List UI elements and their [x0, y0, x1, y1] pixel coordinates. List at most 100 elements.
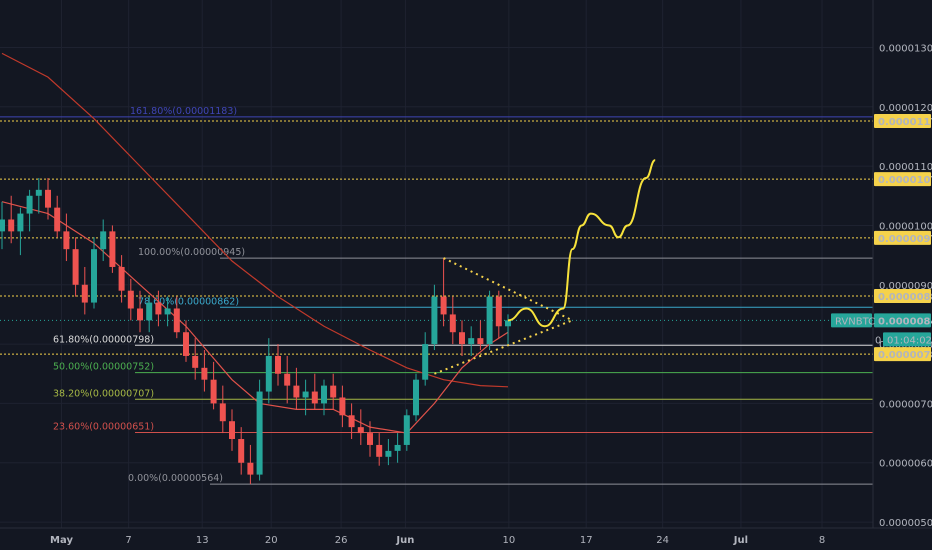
countdown-prefix: 0	[875, 335, 881, 346]
time-axis-panel	[0, 528, 932, 550]
x-tick-8: 24	[656, 535, 669, 546]
candle-body-25	[229, 421, 235, 440]
candle-body-40	[367, 433, 373, 445]
candle-body-39	[357, 427, 364, 434]
x-tick-2: 13	[196, 535, 209, 546]
candle-body-4	[35, 189, 42, 196]
candle-body-12	[109, 231, 116, 267]
x-tick-6: 10	[503, 535, 516, 546]
candle-body-21	[192, 355, 199, 368]
candle-body-32	[293, 385, 300, 398]
candle-body-22	[201, 367, 208, 380]
candle-body-8	[72, 249, 79, 285]
candle-body-15	[137, 308, 143, 321]
x-tick-7: 17	[580, 535, 593, 546]
candle-body-0	[0, 219, 5, 232]
candle-body-55	[505, 320, 511, 327]
last-price-tag: 0.00000840	[878, 316, 932, 327]
candle-body-20	[183, 332, 189, 356]
candle-body-52	[477, 338, 484, 345]
triangle-bottom-line	[434, 319, 573, 375]
level-tag-0: 0.00001176	[878, 117, 932, 128]
candle-body-42	[385, 450, 392, 457]
symbol-tag-bg	[831, 313, 872, 328]
candle-body-38	[348, 415, 355, 428]
fib-label-6: 23.60%(0.00000651)	[53, 421, 154, 432]
level-tag-1: 0.00001078	[878, 175, 932, 186]
candle-body-48	[440, 296, 447, 315]
candle-body-17	[155, 302, 162, 315]
candle-body-3	[26, 195, 33, 214]
x-tick-0: May	[50, 535, 73, 546]
candle-body-27	[247, 462, 254, 475]
candle-body-51	[468, 338, 475, 345]
countdown-tag-bg	[883, 332, 931, 347]
candle-body-47	[431, 296, 438, 345]
candle-body-19	[173, 308, 180, 333]
x-tick-10: 8	[819, 535, 825, 546]
projection-curve	[507, 159, 656, 328]
candle-body-5	[45, 189, 51, 208]
countdown-tag: 01:04:02	[887, 335, 932, 346]
x-tick-5: Jun	[395, 535, 414, 546]
candle-body-41	[376, 444, 383, 457]
candle-body-37	[339, 397, 346, 416]
candle-body-44	[403, 415, 410, 445]
fib-label-3: 61.80%(0.00000798)	[53, 334, 154, 345]
fib-label-2: 78.60%(0.00000862)	[138, 296, 239, 307]
candle-body-23	[210, 379, 217, 404]
candle-body-24	[219, 403, 226, 422]
candle-body-49	[449, 314, 456, 333]
candle-body-30	[275, 355, 281, 374]
candle-body-33	[302, 391, 309, 398]
candle-body-28	[256, 391, 263, 475]
level-tag-2: 0.00000979	[878, 234, 932, 245]
level-tag-bg-3	[874, 289, 931, 304]
ma-slow-line	[1, 52, 509, 388]
symbol-tag: RVNBTC	[835, 316, 875, 327]
candle-body-54	[495, 296, 502, 327]
candle-body-7	[63, 231, 70, 250]
candle-body-43	[394, 444, 401, 451]
level-tag-bg-0	[874, 114, 931, 129]
candle-body-14	[127, 290, 134, 309]
candle-body-2	[17, 213, 24, 232]
x-tick-4: 26	[335, 535, 348, 546]
candle-body-11	[100, 231, 107, 250]
candle-body-16	[146, 302, 153, 321]
candle-body-53	[486, 296, 493, 345]
level-tag-3: 0.00000881	[878, 292, 932, 303]
fib-label-1: 100.00%(0.00000945)	[138, 247, 245, 258]
x-tick-1: 7	[125, 535, 131, 546]
fib-label-4: 50.00%(0.00000752)	[53, 362, 154, 373]
candle-body-13	[118, 266, 125, 291]
candle-body-6	[54, 207, 61, 232]
candle-body-50	[459, 332, 465, 345]
candle-body-26	[238, 439, 245, 463]
level-tag-bg-1	[874, 172, 931, 187]
x-tick-9: Jul	[733, 535, 748, 546]
price-axis-panel	[873, 0, 932, 550]
candle-body-46	[422, 344, 429, 380]
candle-body-36	[330, 385, 337, 398]
level-tag-bg-4	[874, 347, 931, 362]
fib-label-0: 161.80%(0.00001183)	[130, 106, 237, 117]
candle-body-10	[91, 249, 97, 303]
candle-body-29	[265, 355, 272, 392]
fib-label-5: 38.20%(0.00000707)	[53, 388, 154, 399]
last-price-tag-bg	[874, 313, 931, 328]
candle-body-35	[321, 385, 327, 404]
candle-body-45	[413, 379, 419, 416]
candle-body-18	[164, 308, 171, 315]
x-tick-3: 20	[265, 535, 278, 546]
candle-body-31	[284, 373, 291, 386]
